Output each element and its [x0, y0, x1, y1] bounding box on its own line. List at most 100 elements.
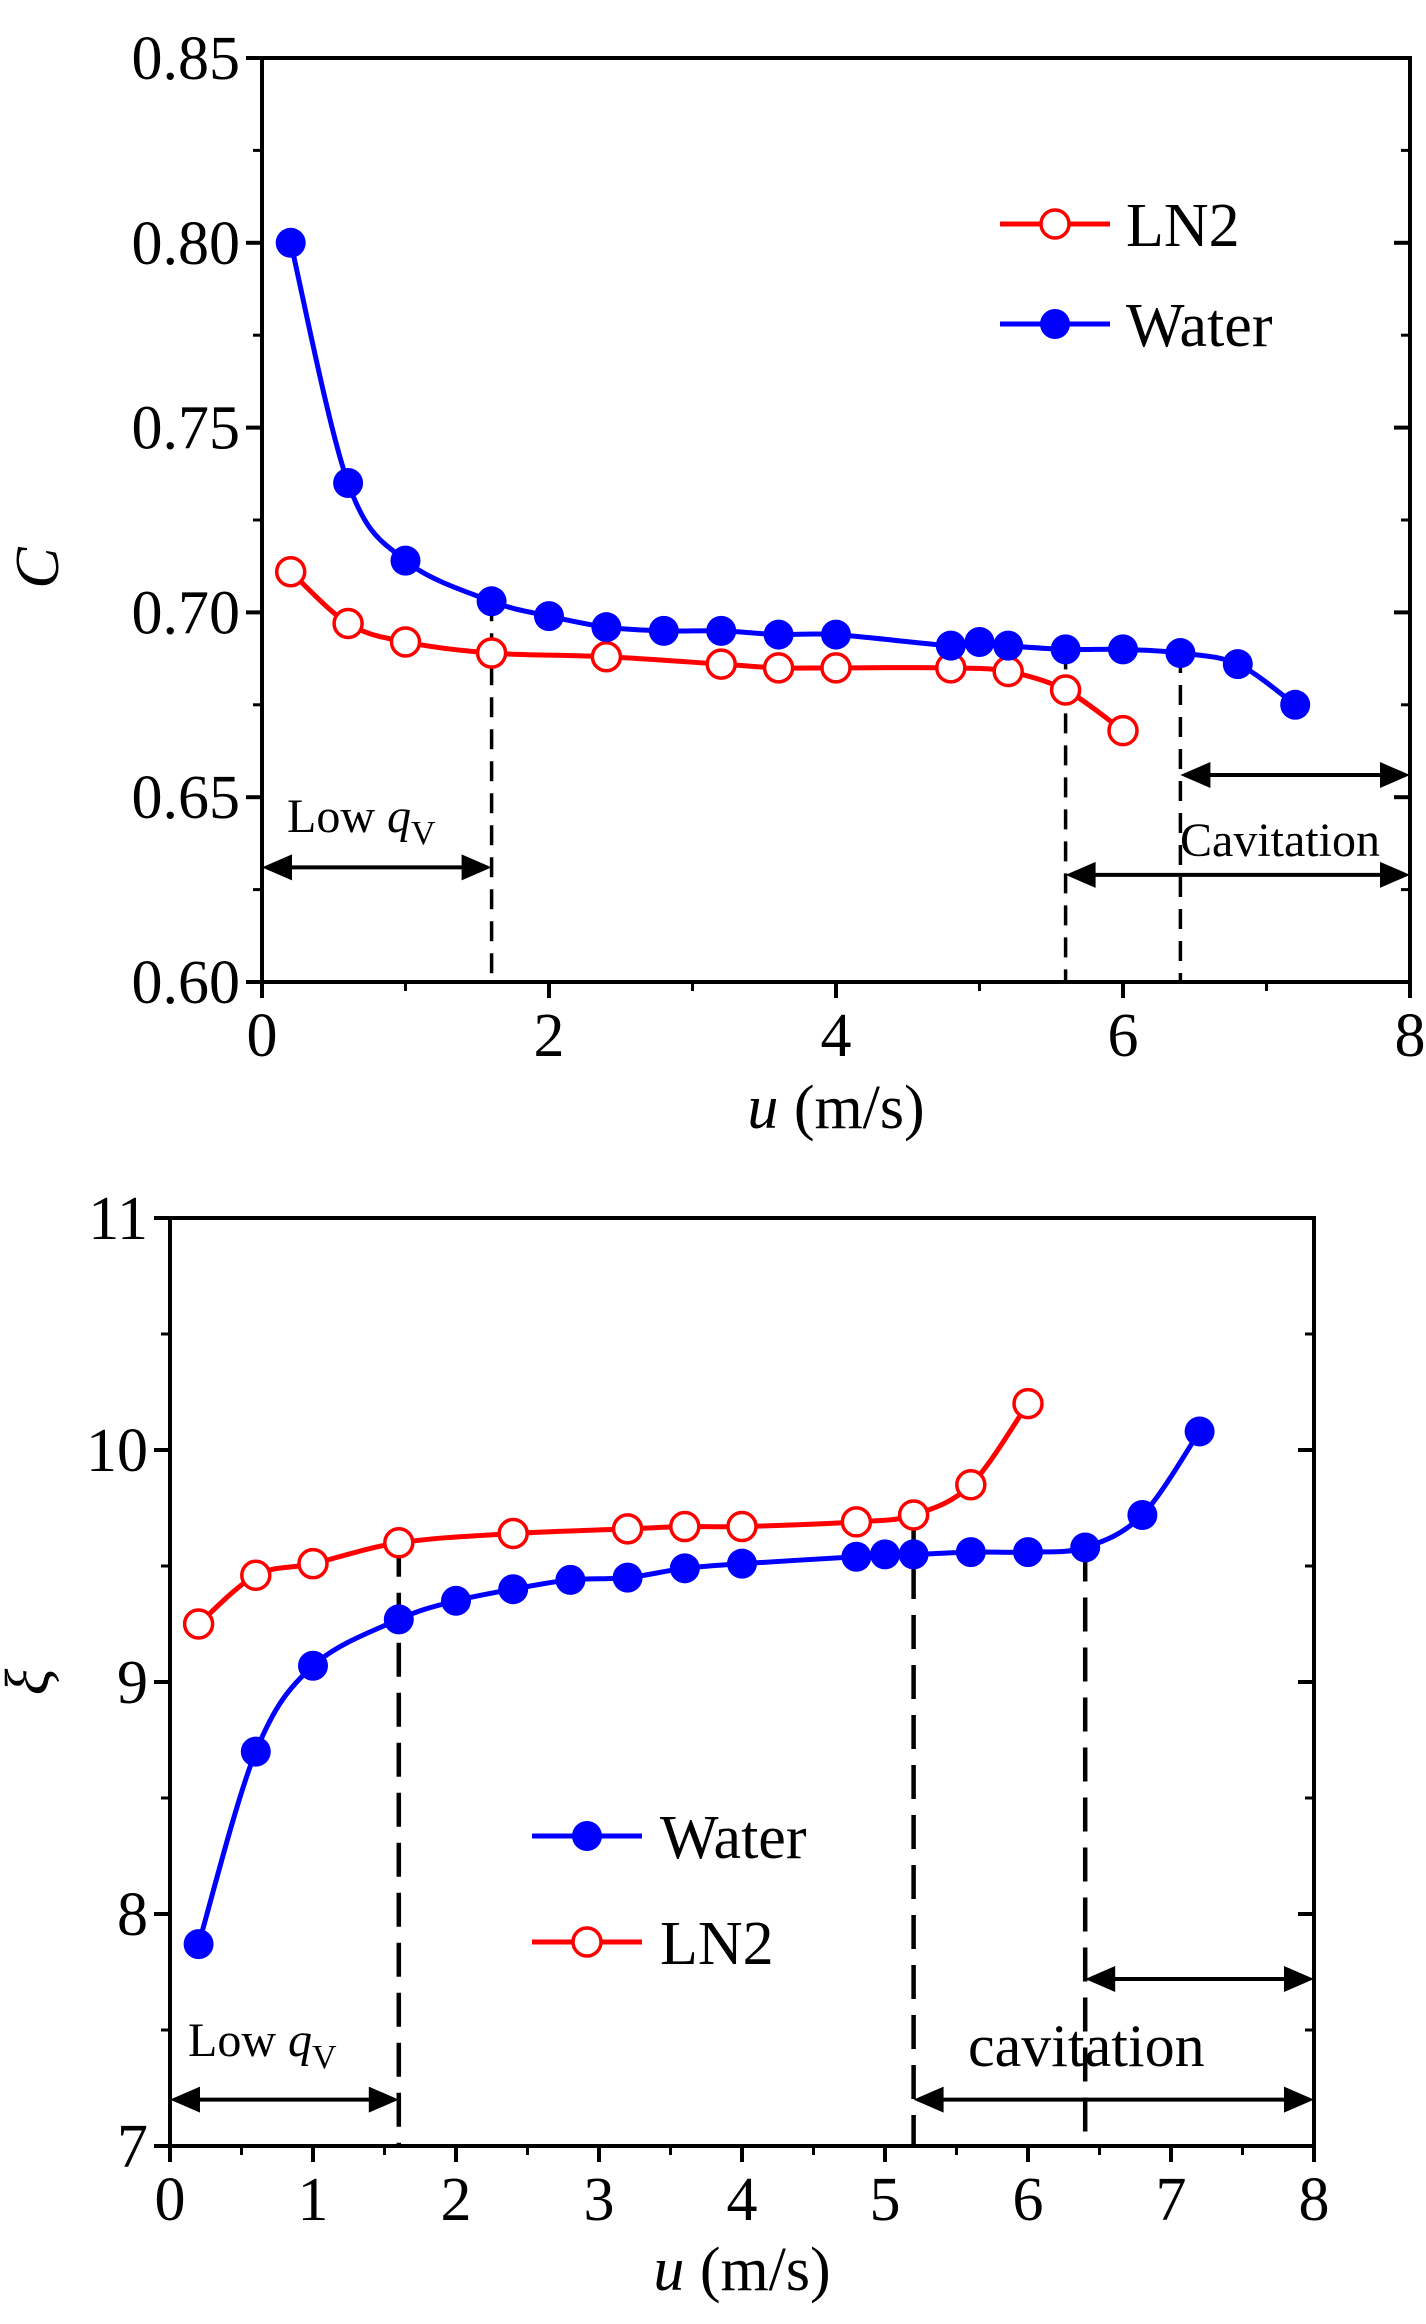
data-point-ln2: [497, 1517, 529, 1550]
data-point-water: [1127, 1499, 1158, 1530]
annotation-low-qv: Low qV: [287, 790, 436, 852]
data-point-water: [275, 227, 306, 258]
annotation-q-var: q: [387, 790, 411, 843]
data-point-ln2: [726, 1510, 758, 1543]
legend-label-water: Water: [1126, 292, 1273, 360]
x-tick-label: 8: [1299, 2166, 1330, 2234]
plot-frame: [168, 1216, 1316, 2148]
legend: LN2 Water: [1000, 192, 1273, 360]
x-tick-labels: 0 2 4 6 8: [247, 1002, 1426, 1070]
data-point-water: [821, 619, 851, 650]
data-point-water: [476, 586, 507, 617]
data-point-ln2: [992, 655, 1024, 688]
x-axis-var: u: [653, 2236, 684, 2304]
data-point-water: [669, 1553, 700, 1584]
x-tick-label: 5: [870, 2166, 901, 2234]
legend-marker-water: [572, 1821, 602, 1851]
data-point-water: [993, 630, 1024, 661]
range-arrow-head-right: [1380, 762, 1410, 789]
y-tick-label: 7: [117, 2113, 148, 2181]
range-arrow-head-left: [170, 2086, 200, 2113]
data-point-water: [935, 630, 966, 661]
y-tick-labels: 7 8 9 10 11: [86, 1185, 148, 2181]
data-point-water: [591, 612, 622, 643]
y-tick-label: 9: [117, 1649, 148, 1717]
range-arrow-head-left: [1180, 762, 1211, 789]
panel-marks: [262, 601, 1410, 982]
data-point-ln2: [590, 641, 623, 673]
data-point-ln2: [389, 626, 422, 658]
data-point-ln2: [897, 1499, 930, 1531]
data-point-water: [1050, 634, 1081, 665]
data-point-water: [1280, 689, 1311, 720]
y-axis-label: ξ: [0, 1668, 62, 1695]
data-point-ln2: [297, 1547, 329, 1580]
data-point-water: [183, 1929, 214, 1960]
y-tick-label: 0.80: [132, 210, 241, 278]
data-point-water: [727, 1548, 757, 1579]
annotation-q-sub: V: [411, 815, 436, 852]
y-tick-label: 0.85: [132, 25, 241, 93]
data-point-water: [706, 615, 737, 646]
x-axis-unit: (m/s): [778, 1074, 924, 1142]
range-arrow-head-left: [1065, 861, 1096, 888]
series-marks: [274, 227, 1311, 747]
data-point-water: [390, 545, 421, 576]
data-point-ln2: [182, 1608, 215, 1640]
x-tick-label: 0: [247, 1002, 278, 1070]
legend-label-water: Water: [660, 1804, 807, 1872]
data-point-water: [648, 615, 679, 646]
data-point-water: [612, 1562, 643, 1593]
data-point-water: [1184, 1416, 1215, 1447]
data-point-ln2: [705, 648, 737, 680]
x-tick-label: 6: [1013, 2166, 1044, 2234]
tick-marks: [246, 56, 1412, 998]
x-tick-label: 2: [441, 2166, 472, 2234]
x-tick-label: 4: [821, 1002, 852, 1070]
x-tick-label: 4: [727, 2166, 758, 2234]
data-point-water: [498, 1574, 529, 1605]
range-arrow-head-right: [461, 854, 492, 881]
data-point-water: [870, 1539, 900, 1570]
range-arrow-head-right: [368, 2086, 399, 2113]
y-tick-label: 11: [88, 1185, 148, 1253]
x-axis-label: u (m/s): [653, 2236, 830, 2304]
range-arrow-head-right: [1284, 2086, 1314, 2113]
data-point-ln2: [475, 637, 508, 669]
x-tick-label: 3: [584, 2166, 615, 2234]
y-tick-labels: 0.60 0.65 0.70 0.75 0.80 0.85: [132, 25, 241, 1017]
legend: Water LN2: [532, 1804, 807, 1978]
x-tick-label: 6: [1108, 1002, 1139, 1070]
legend-marker-water: [1040, 309, 1070, 339]
data-point-water: [333, 468, 364, 499]
chart-c-vs-u: 0 2 4 6 8 0.60 0.65 0.70 0.75 0.80 0.85 u (m/s) C…: [4, 25, 1426, 1142]
annotation-cavitation: Cavitation: [1180, 814, 1380, 867]
x-tick-label: 7: [1156, 2166, 1187, 2234]
x-axis-var: u: [747, 1074, 778, 1142]
data-point-ln2: [1012, 1387, 1044, 1420]
data-point-ln2: [240, 1559, 272, 1592]
data-point-water: [841, 1541, 872, 1572]
data-point-ln2: [669, 1510, 701, 1543]
legend-label-ln2: LN2: [1126, 192, 1240, 260]
data-point-ln2: [383, 1527, 415, 1559]
chart-xi-vs-u: 0 1 2 3 4 5 6 7 8 7 8 9 10 11 u (m/s) ξ Water LN2 Lo…: [0, 1185, 1330, 2304]
annotation-q-sub: V: [312, 2039, 337, 2076]
data-point-water: [1108, 634, 1138, 665]
legend-marker-ln2: [571, 1926, 603, 1958]
range-arrow-head-left: [913, 2086, 944, 2113]
legend-marker-ln2: [1039, 208, 1071, 240]
legend-label-ln2: LN2: [660, 1910, 774, 1978]
data-point-ln2: [1107, 714, 1139, 747]
data-point-water: [1165, 638, 1196, 669]
data-point-water: [383, 1604, 414, 1635]
y-axis-label: C: [4, 547, 72, 589]
x-axis-unit: (m/s): [684, 2236, 830, 2304]
range-arrow-head-left: [262, 854, 292, 881]
data-point-water: [240, 1736, 271, 1767]
data-point-ln2: [955, 1469, 987, 1501]
data-point-water: [1222, 649, 1253, 680]
y-tick-label: 10: [86, 1417, 148, 1485]
y-tick-label: 0.65: [132, 764, 241, 832]
data-point-water: [1013, 1537, 1043, 1568]
